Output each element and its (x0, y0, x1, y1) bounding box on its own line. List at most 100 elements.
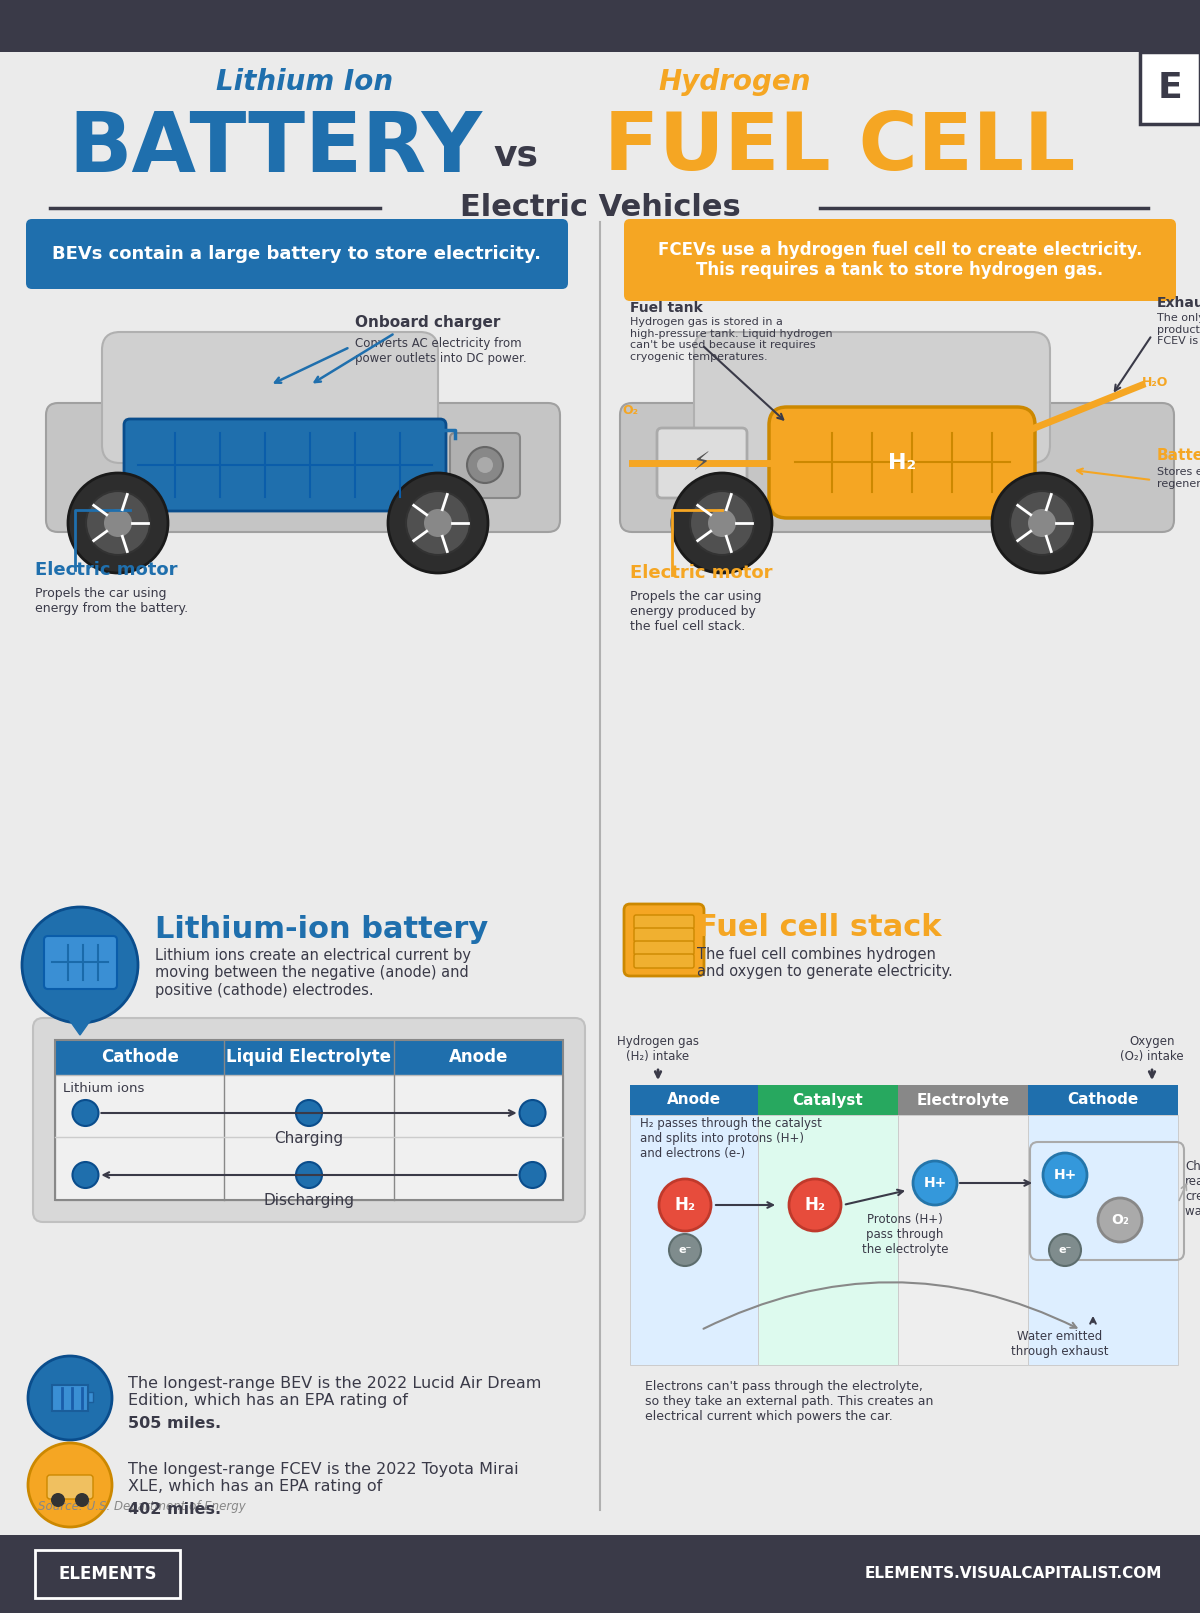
Bar (0, 0, 1200, 52)
Text: Oxygen
(O₂) intake: Oxygen (O₂) intake (1120, 1036, 1184, 1063)
Text: Lithium ions create an electrical current by
moving between the negative (anode): Lithium ions create an electrical curren… (155, 948, 470, 998)
Text: Protons (H+)
pass through
the electrolyte: Protons (H+) pass through the electrolyt… (862, 1213, 948, 1257)
Text: Lithium-ion battery: Lithium-ion battery (155, 915, 488, 944)
Text: Electrolyte: Electrolyte (917, 1092, 1009, 1108)
Text: Cathode: Cathode (1067, 1092, 1139, 1108)
Text: 402 miles.: 402 miles. (128, 1502, 221, 1516)
Text: Catalyst: Catalyst (793, 1092, 863, 1108)
FancyBboxPatch shape (624, 903, 704, 976)
Circle shape (690, 490, 754, 555)
Text: Lithium ions: Lithium ions (64, 1082, 144, 1095)
Text: H₂: H₂ (888, 453, 916, 473)
Circle shape (1043, 1153, 1087, 1197)
Circle shape (520, 1161, 546, 1189)
Text: Converts AC electricity from
power outlets into DC power.: Converts AC electricity from power outle… (355, 337, 527, 365)
Circle shape (1049, 1234, 1081, 1266)
Text: Stores energy from
regenerative braking.: Stores energy from regenerative braking. (1157, 468, 1200, 489)
Bar (55, 1074, 563, 1200)
Bar (898, 1115, 1028, 1365)
Circle shape (708, 510, 736, 537)
Text: Electric motor: Electric motor (630, 565, 773, 582)
Circle shape (22, 907, 138, 1023)
FancyBboxPatch shape (634, 927, 694, 942)
Circle shape (670, 1234, 701, 1266)
Text: Electrons can't pass through the electrolyte,
so they take an external path. Thi: Electrons can't pass through the electro… (646, 1381, 934, 1423)
Circle shape (659, 1179, 710, 1231)
FancyBboxPatch shape (44, 936, 118, 989)
Circle shape (74, 1494, 89, 1507)
Circle shape (406, 490, 470, 555)
Text: Fuel tank: Fuel tank (630, 302, 703, 315)
Circle shape (520, 1100, 546, 1126)
Text: Onboard charger: Onboard charger (355, 316, 500, 331)
Bar (1028, 1115, 1178, 1365)
Circle shape (467, 447, 503, 482)
Circle shape (28, 1444, 112, 1528)
Circle shape (68, 473, 168, 573)
Text: FCEVs use a hydrogen fuel cell to create electricity.
This requires a tank to st: FCEVs use a hydrogen fuel cell to create… (658, 240, 1142, 279)
Text: FUEL CELL: FUEL CELL (605, 110, 1075, 187)
Bar (630, 1086, 758, 1115)
Circle shape (388, 473, 488, 573)
Text: e⁻: e⁻ (1058, 1245, 1072, 1255)
Text: Anode: Anode (667, 1092, 721, 1108)
Text: Charging: Charging (275, 1131, 343, 1145)
Circle shape (1028, 510, 1056, 537)
Text: H₂O: H₂O (1142, 376, 1169, 389)
Circle shape (478, 456, 493, 473)
Bar (88, 1392, 94, 1402)
Text: Hydrogen: Hydrogen (659, 68, 811, 97)
Text: Cathode: Cathode (101, 1048, 179, 1066)
Circle shape (672, 473, 772, 573)
Bar (0, 1536, 1200, 1613)
Circle shape (913, 1161, 958, 1205)
Text: Lithium Ion: Lithium Ion (216, 68, 394, 97)
Circle shape (1010, 490, 1074, 555)
Text: The fuel cell combines hydrogen
and oxygen to generate electricity.: The fuel cell combines hydrogen and oxyg… (697, 947, 953, 979)
Text: Electric motor: Electric motor (35, 561, 178, 579)
FancyBboxPatch shape (102, 332, 438, 463)
Text: E: E (1158, 71, 1182, 105)
Text: H+: H+ (1054, 1168, 1076, 1182)
Bar (630, 1115, 758, 1365)
Text: H₂: H₂ (804, 1195, 826, 1215)
Text: Fuel cell stack: Fuel cell stack (697, 913, 942, 942)
Circle shape (790, 1179, 841, 1231)
Text: The only waste
product of an
FCEV is water.: The only waste product of an FCEV is wat… (1157, 313, 1200, 347)
Circle shape (86, 490, 150, 555)
Text: Chemical
reaction
creates
water (H₂O): Chemical reaction creates water (H₂O) (1186, 1160, 1200, 1218)
Circle shape (1098, 1198, 1142, 1242)
Text: Hydrogen gas is stored in a
high-pressure tank. Liquid hydrogen
can't be used be: Hydrogen gas is stored in a high-pressur… (630, 318, 833, 361)
Text: H+: H+ (923, 1176, 947, 1190)
Bar (35, 1550, 180, 1598)
FancyBboxPatch shape (450, 432, 520, 498)
FancyBboxPatch shape (634, 953, 694, 968)
Circle shape (296, 1161, 322, 1189)
Text: Exhaust: Exhaust (1157, 297, 1200, 310)
FancyBboxPatch shape (634, 940, 694, 955)
Text: BEVs contain a large battery to store electricity.: BEVs contain a large battery to store el… (53, 245, 541, 263)
FancyBboxPatch shape (124, 419, 446, 511)
Text: Propels the car using
energy from the battery.: Propels the car using energy from the ba… (35, 587, 188, 615)
Text: Source: U.S. Department of Energy: Source: U.S. Department of Energy (38, 1500, 246, 1513)
Text: Discharging: Discharging (264, 1194, 354, 1208)
Circle shape (28, 1357, 112, 1440)
FancyBboxPatch shape (658, 427, 746, 498)
Text: The longest-range FCEV is the 2022 Toyota Mirai
XLE, which has an EPA rating of: The longest-range FCEV is the 2022 Toyot… (128, 1461, 518, 1494)
Circle shape (992, 473, 1092, 573)
Text: BATTERY: BATTERY (68, 108, 482, 189)
Text: vs: vs (493, 139, 539, 173)
Text: O₂: O₂ (622, 403, 638, 416)
Circle shape (104, 510, 132, 537)
Text: Water emitted
through exhaust: Water emitted through exhaust (1012, 1331, 1109, 1358)
Bar (898, 1086, 1028, 1115)
FancyBboxPatch shape (26, 219, 568, 289)
Text: Anode: Anode (449, 1048, 508, 1066)
FancyBboxPatch shape (694, 332, 1050, 463)
Bar (758, 1115, 898, 1365)
Text: H₂: H₂ (674, 1195, 696, 1215)
FancyBboxPatch shape (46, 403, 560, 532)
Text: ELEMENTS.VISUALCAPITALIST.COM: ELEMENTS.VISUALCAPITALIST.COM (865, 1566, 1162, 1581)
FancyBboxPatch shape (620, 403, 1174, 532)
Text: e⁻: e⁻ (678, 1245, 691, 1255)
